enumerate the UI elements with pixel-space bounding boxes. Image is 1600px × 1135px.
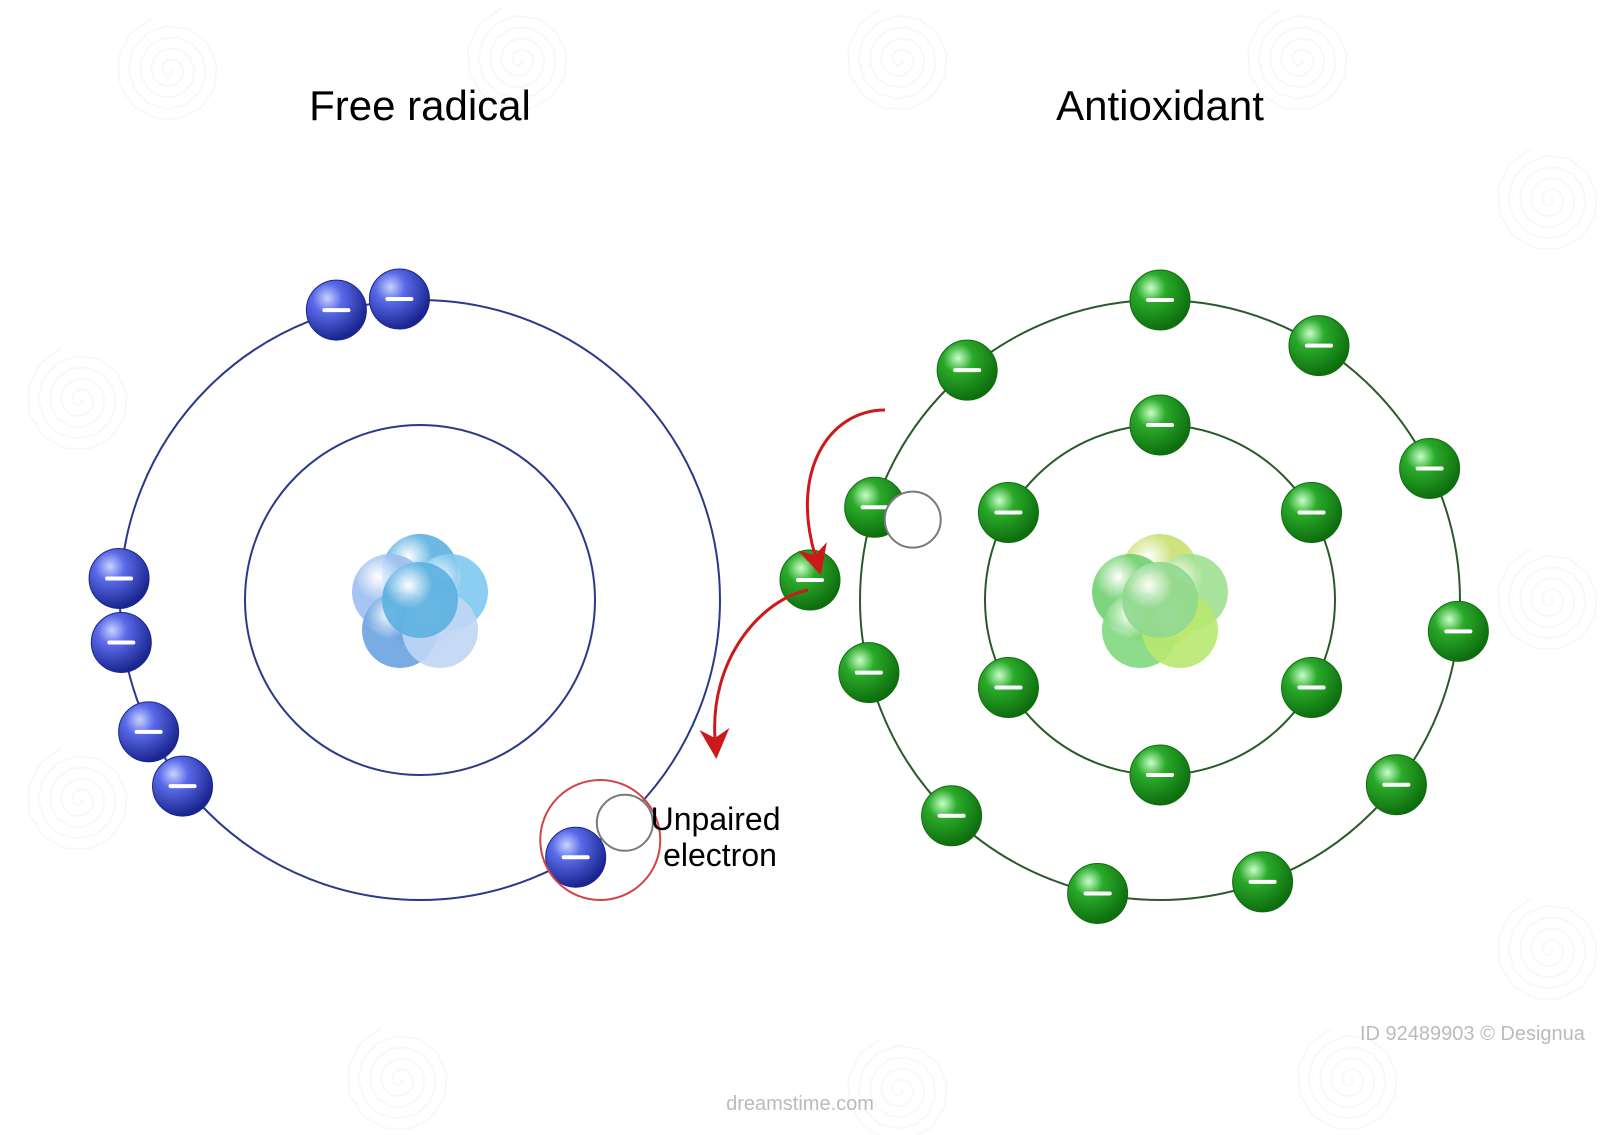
- watermark-id: ID 92489903 © Designua: [1360, 1023, 1586, 1045]
- electron: [1366, 755, 1426, 815]
- empty-electron-slot: [597, 795, 653, 851]
- electron: [978, 658, 1038, 718]
- electron: [306, 280, 366, 340]
- electron: [1282, 483, 1342, 543]
- electron: [153, 756, 213, 816]
- nucleon: [1122, 562, 1198, 638]
- diagram-canvas: Free radical Antioxidant Unpaired electr…: [0, 0, 1600, 1135]
- donor-empty-slot: [885, 492, 941, 548]
- electron: [1400, 438, 1460, 498]
- unpaired-electron-label: Unpaired electron: [651, 801, 790, 873]
- nucleus: [1092, 534, 1228, 668]
- donated-electron: [780, 550, 840, 610]
- electron: [1282, 658, 1342, 718]
- free-radical-title: Free radical: [309, 82, 531, 129]
- transfer-arrow-2: [715, 590, 808, 738]
- free-radical-atom: [89, 269, 720, 900]
- electron: [1289, 316, 1349, 376]
- electron: [1130, 270, 1190, 330]
- electron: [937, 340, 997, 400]
- electron: [1130, 745, 1190, 805]
- nucleus: [352, 534, 488, 668]
- electron: [978, 483, 1038, 543]
- electron: [1428, 601, 1488, 661]
- electron: [1130, 395, 1190, 455]
- electron: [369, 269, 429, 329]
- antioxidant-atom: [780, 270, 1488, 923]
- nucleon: [382, 562, 458, 638]
- electron: [1233, 852, 1293, 912]
- electron: [119, 702, 179, 762]
- antioxidant-title: Antioxidant: [1056, 82, 1264, 129]
- electron: [89, 548, 149, 608]
- electron: [839, 643, 899, 703]
- electron: [922, 786, 982, 846]
- electron: [1068, 863, 1128, 923]
- electron: [91, 612, 151, 672]
- watermark-site: dreamstime.com: [726, 1093, 874, 1115]
